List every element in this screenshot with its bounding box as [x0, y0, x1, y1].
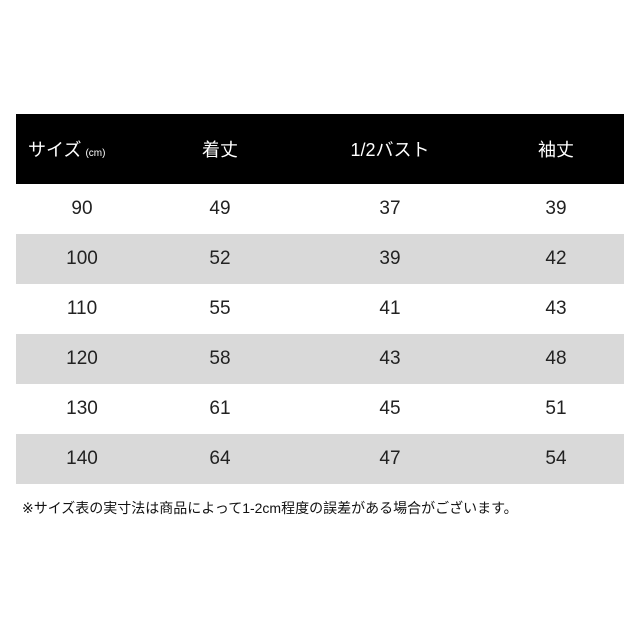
header-length: 着丈	[202, 140, 238, 160]
table-cell: 110	[66, 298, 98, 319]
header-size: サイズ (cm)	[16, 136, 148, 162]
table-cell: 39	[379, 248, 401, 269]
table-cell: 120	[66, 348, 98, 369]
table-header: サイズ (cm) 着丈 1/2バスト 袖丈	[16, 114, 624, 184]
table-cell: 61	[209, 398, 231, 419]
table-cell: 43	[379, 348, 401, 369]
table-cell: 51	[545, 398, 567, 419]
table-cell: 45	[379, 398, 401, 419]
table-row: 90 49 37 39	[16, 184, 624, 234]
table-cell: 58	[209, 348, 231, 369]
header-size-unit: (cm)	[85, 148, 106, 159]
table-cell: 41	[379, 298, 401, 319]
table-cell: 49	[209, 198, 231, 219]
table-cell: 37	[379, 198, 401, 219]
table-cell: 43	[545, 298, 567, 319]
table-cell: 42	[545, 248, 567, 269]
table-row: 120 58 43 48	[16, 334, 624, 384]
table-cell: 54	[545, 448, 567, 469]
table-cell: 47	[379, 448, 401, 469]
table-cell: 130	[66, 398, 98, 419]
table-row: 140 64 47 54	[16, 434, 624, 484]
header-size-label: サイズ	[28, 140, 82, 160]
table-cell: 48	[545, 348, 567, 369]
size-table: サイズ (cm) 着丈 1/2バスト 袖丈 90 49 37 39 100 52 39 42 11…	[16, 114, 624, 484]
table-cell: 64	[209, 448, 231, 469]
table-cell: 52	[209, 248, 231, 269]
table-cell: 90	[71, 198, 93, 219]
table-cell: 55	[209, 298, 231, 319]
size-note: ※サイズ表の実寸法は商品によって1-2cm程度の誤差がある場合がございます。	[22, 500, 518, 516]
header-half-bust: 1/2バスト	[350, 140, 430, 160]
table-row: 100 52 39 42	[16, 234, 624, 284]
table-cell: 39	[545, 198, 567, 219]
table-cell: 100	[66, 248, 98, 269]
table-row: 110 55 41 43	[16, 284, 624, 334]
header-sleeve: 袖丈	[538, 140, 574, 160]
table-cell: 140	[66, 448, 98, 469]
table-row: 130 61 45 51	[16, 384, 624, 434]
